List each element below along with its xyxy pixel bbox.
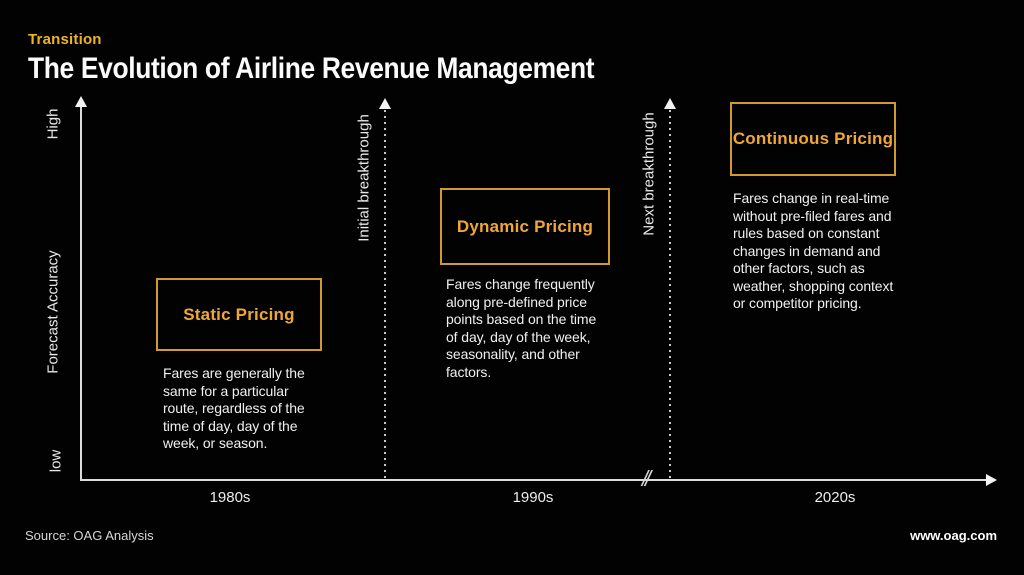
x-tick-1980s: 1980s <box>209 489 251 506</box>
axis-break-symbol: // <box>641 466 651 491</box>
continuous-pricing-description: Fares change in real-time without pre-fi… <box>733 190 894 311</box>
y-axis-low-label: low <box>47 449 65 473</box>
next-breakthrough-dashed-line <box>669 110 671 480</box>
y-axis-title: Forecast Accuracy <box>44 250 62 374</box>
website-label: www.oag.com <box>910 528 997 543</box>
y-axis-arrowhead-icon <box>75 96 87 107</box>
x-axis-arrowhead-icon <box>986 474 997 486</box>
source-attribution: Source: OAG Analysis <box>25 528 154 543</box>
eyebrow-label: Transition <box>28 31 102 48</box>
static-pricing-description: Fares are generally the same for a parti… <box>163 365 305 451</box>
static-pricing-title: Static Pricing <box>183 304 295 324</box>
y-axis-high-label: High <box>44 108 62 140</box>
initial-breakthrough-label: Initial breakthrough <box>355 114 373 242</box>
initial-breakthrough-arrowhead-icon <box>379 98 391 109</box>
initial-breakthrough-dashed-line <box>384 110 386 480</box>
dynamic-pricing-title: Dynamic Pricing <box>456 216 594 236</box>
x-axis-line <box>80 479 988 481</box>
next-breakthrough-label: Next breakthrough <box>640 112 658 236</box>
next-breakthrough-arrowhead-icon <box>664 98 676 109</box>
static-pricing-box: Static Pricing <box>156 278 322 351</box>
y-axis-line <box>80 104 82 481</box>
continuous-pricing-title: Continuous Pricing <box>732 129 894 148</box>
x-tick-2020s: 2020s <box>814 489 856 506</box>
x-tick-1990s: 1990s <box>512 489 554 506</box>
page-title: The Evolution of Airline Revenue Managem… <box>28 52 595 85</box>
dynamic-pricing-description: Fares change frequently along pre-define… <box>446 276 597 380</box>
continuous-pricing-box: Continuous Pricing <box>730 102 896 176</box>
dynamic-pricing-box: Dynamic Pricing <box>440 188 610 265</box>
